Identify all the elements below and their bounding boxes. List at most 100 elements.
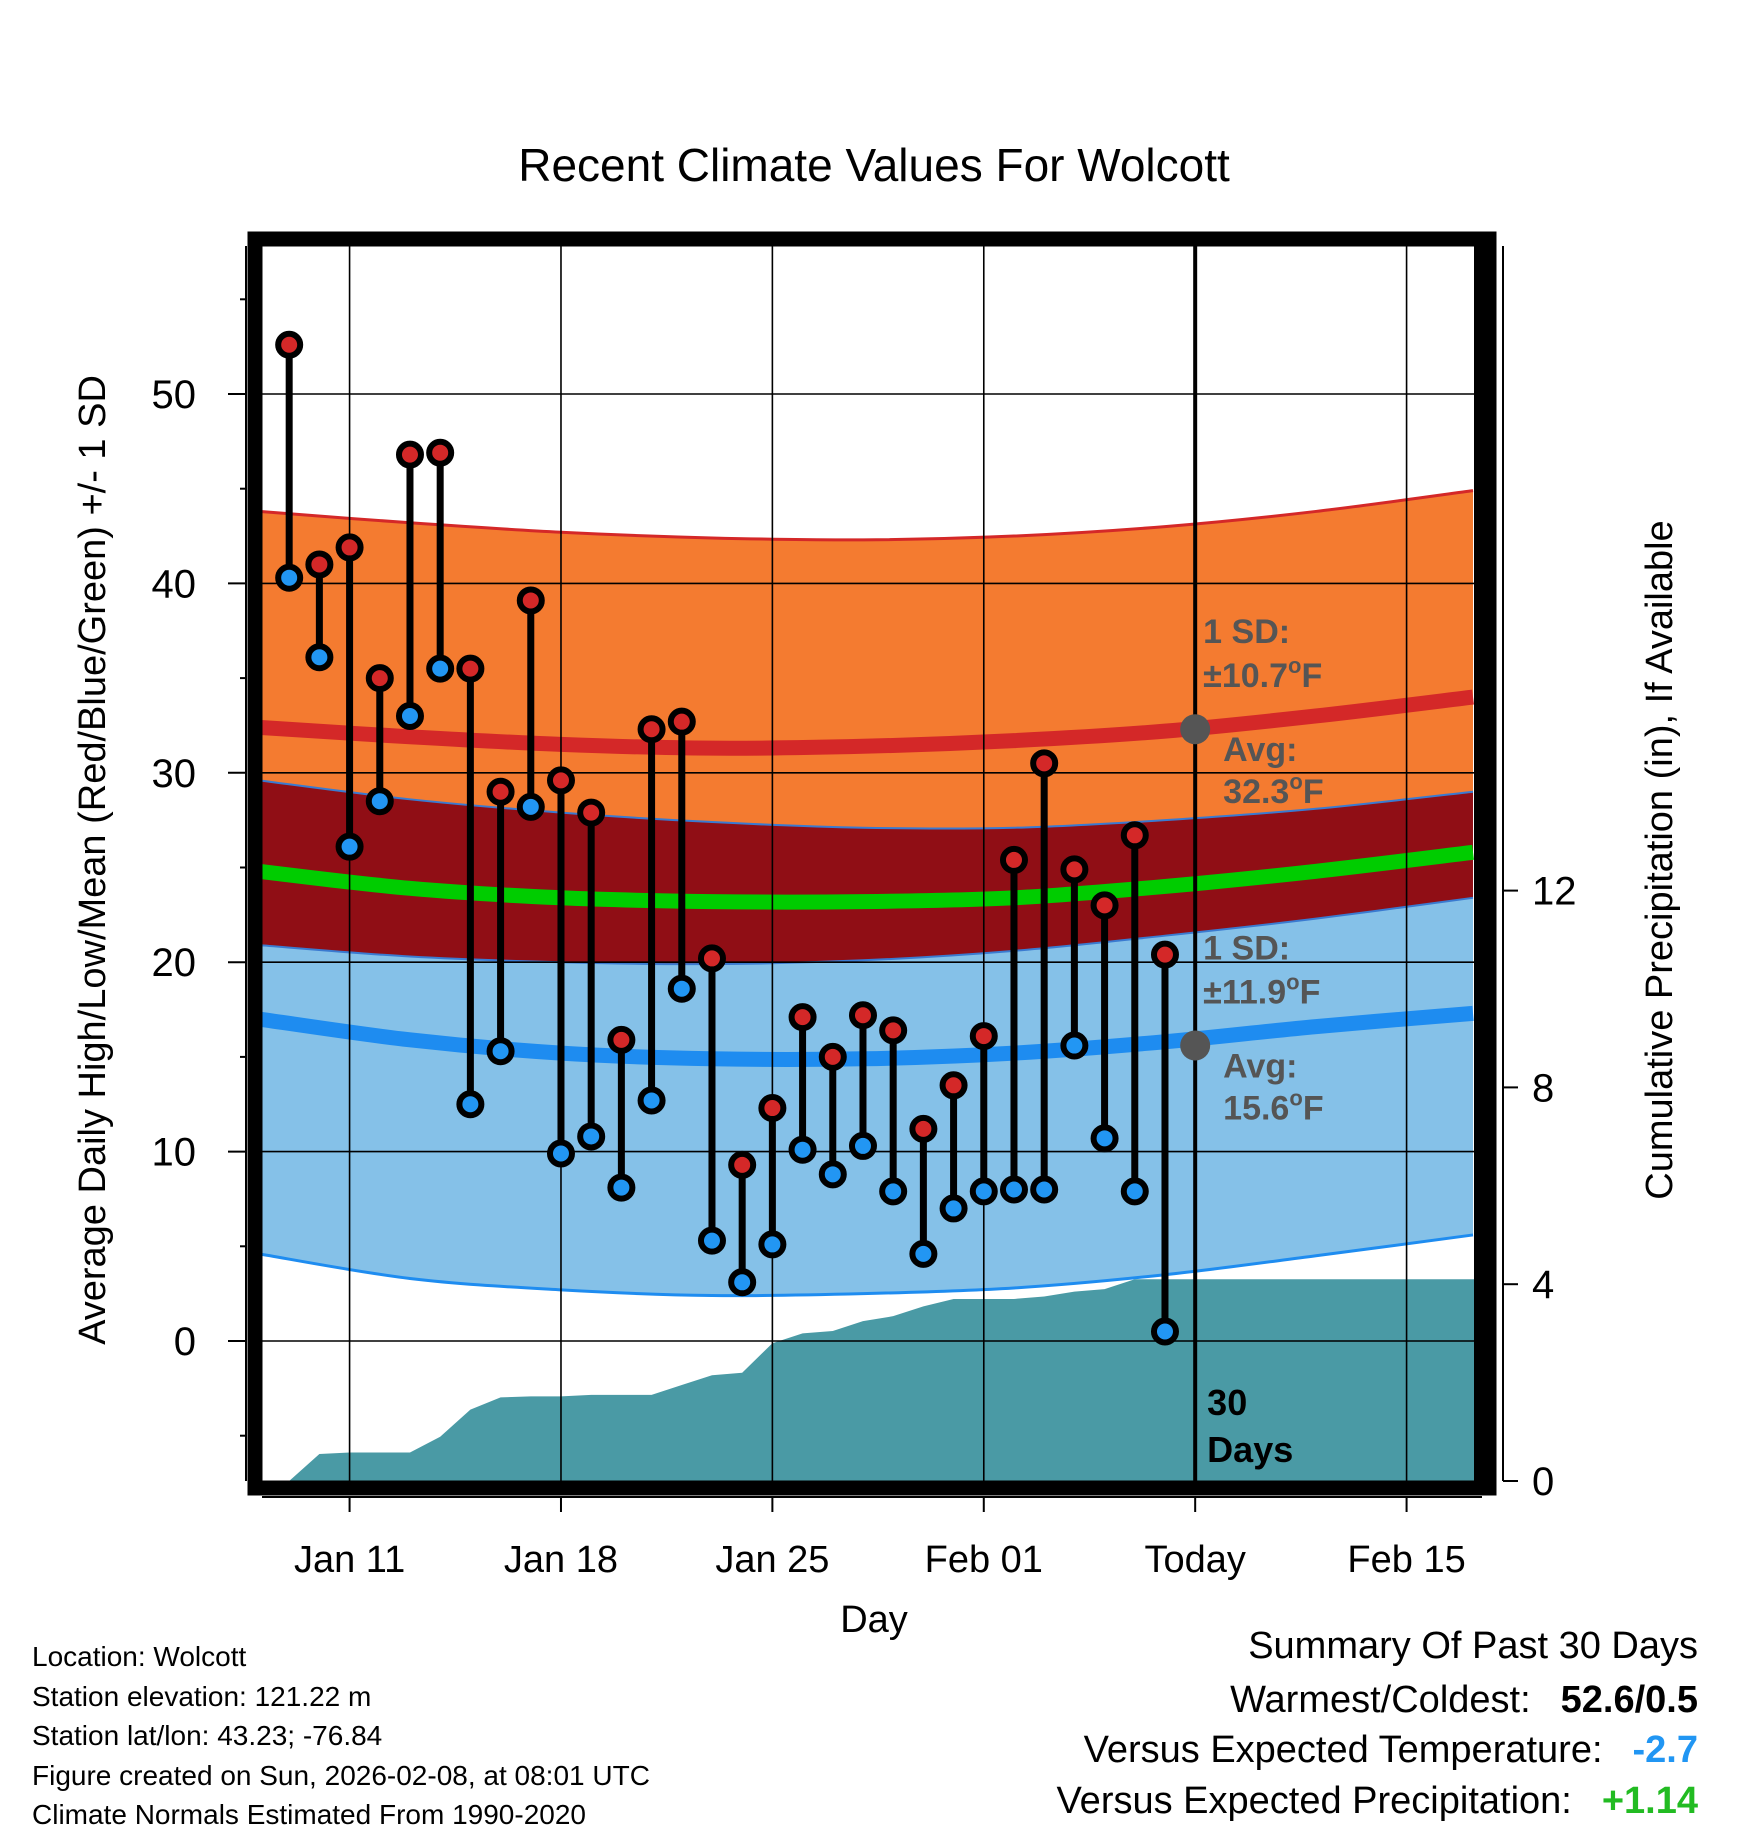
daily-high-point (305, 550, 334, 579)
daily-high-point (426, 438, 455, 467)
y-tick-label: 20 (152, 941, 197, 985)
temp-value: -2.7 (1632, 1729, 1698, 1771)
summary-temperature: Versus Expected Temperature: -2.7 (1084, 1731, 1698, 1769)
daily-low-point (426, 654, 455, 683)
daily-low-point (305, 643, 334, 672)
precip-value: +1.14 (1601, 1780, 1698, 1822)
normal-high-upper-line (258, 489, 1474, 542)
summary-heading: Summary Of Past 30 Days (1248, 1625, 1698, 1667)
y-tick-label: 50 (152, 373, 197, 417)
annotation-avg-label: Avg: (1223, 731, 1297, 769)
daily-high-point (788, 1003, 817, 1032)
daily-low-point (395, 701, 424, 730)
daily-low-point (1150, 1317, 1179, 1346)
daily-low-point (1060, 1031, 1089, 1060)
y-tick-label: 40 (152, 562, 197, 606)
annotation-avg-marker (1180, 714, 1211, 745)
daily-low-point (637, 1086, 666, 1115)
daily-high-point (848, 1001, 877, 1030)
normal-high-lower-line (258, 779, 1474, 830)
annotation-avg-value: 32.3oF (1223, 769, 1323, 811)
daily-high-point (456, 654, 485, 683)
info-latlon: Station lat/lon: 43.23; -76.84 (32, 1720, 383, 1751)
precip-label: Versus Expected Precipitation: (1056, 1780, 1572, 1822)
x-tick-label: Feb 01 (925, 1539, 1043, 1581)
daily-low-point (667, 974, 696, 1003)
daily-low-point (848, 1131, 877, 1160)
annotation-sd-value: ±11.9oF (1203, 970, 1320, 1012)
daily-low-point (788, 1135, 817, 1164)
y-tick-label: 0 (174, 1320, 196, 1364)
y2-tick-label: 0 (1532, 1460, 1554, 1504)
precipitation-area (262, 1279, 1482, 1481)
annotation-sd-label: 1 SD: (1203, 930, 1290, 968)
daily-high-point (607, 1025, 636, 1054)
daily-low-point (577, 1122, 606, 1151)
warm-cold-value: 52.6/0.5 (1560, 1679, 1698, 1721)
daily-low-point (456, 1090, 485, 1119)
today-days-label: Days (1207, 1429, 1293, 1470)
daily-low-point (728, 1268, 757, 1297)
x-tick-label: Feb 15 (1347, 1539, 1465, 1581)
daily-high-point (395, 440, 424, 469)
normal-low-lower-line (258, 1233, 1474, 1298)
normal-high-line (258, 689, 1474, 756)
daily-high-point (969, 1022, 998, 1051)
daily-high-point (758, 1094, 787, 1123)
warm-cold-label: Warmest/Coldest: (1230, 1679, 1531, 1721)
daily-high-point (1120, 821, 1149, 850)
normal-mean-line (258, 844, 1474, 910)
daily-low-point (818, 1160, 847, 1189)
daily-high-point (546, 766, 575, 795)
daily-low-point (758, 1230, 787, 1259)
daily-high-point (275, 330, 304, 359)
today-days-count: 30 (1207, 1382, 1247, 1423)
daily-high-point (667, 707, 696, 736)
daily-high-point (1060, 855, 1089, 884)
x-axis-label: Day (840, 1599, 908, 1641)
daily-high-point (999, 845, 1028, 874)
info-created: Figure created on Sun, 2026-02-08, at 08… (32, 1760, 650, 1791)
daily-high-point (818, 1042, 847, 1071)
annotation-avg-marker (1180, 1030, 1211, 1061)
daily-high-point (335, 533, 364, 562)
daily-high-point (486, 777, 515, 806)
temp-label: Versus Expected Temperature: (1083, 1729, 1603, 1771)
daily-low-point (1030, 1175, 1059, 1204)
annotation-avg-label: Avg: (1223, 1048, 1297, 1086)
daily-low-point (486, 1037, 515, 1066)
daily-low-point (697, 1226, 726, 1255)
daily-high-point (939, 1071, 968, 1100)
daily-high-point (577, 798, 606, 827)
daily-low-point (607, 1173, 636, 1202)
y2-tick-label: 12 (1532, 870, 1577, 914)
daily-high-point (365, 664, 394, 693)
daily-high-point (697, 944, 726, 973)
daily-high-point (909, 1114, 938, 1143)
daily-low-point (516, 792, 545, 821)
daily-low-point (969, 1177, 998, 1206)
annotation-avg-value: 15.6oF (1223, 1086, 1323, 1128)
daily-low-point (909, 1239, 938, 1268)
normal-low-upper-line (258, 896, 1474, 966)
daily-low-point (879, 1177, 908, 1206)
daily-high-point (1150, 940, 1179, 969)
daily-high-point (637, 715, 666, 744)
summary-precipitation: Versus Expected Precipitation: +1.14 (1056, 1782, 1698, 1820)
annotation-sd-label: 1 SD: (1203, 613, 1290, 651)
y-tick-label: 30 (152, 752, 197, 796)
daily-low-point (1120, 1177, 1149, 1206)
daily-low-point (1090, 1124, 1119, 1153)
daily-high-point (879, 1016, 908, 1045)
chart-title: Recent Climate Values For Wolcott (518, 139, 1230, 191)
daily-low-point (939, 1194, 968, 1223)
daily-low-point (546, 1139, 575, 1168)
daily-low-point (365, 787, 394, 816)
daily-high-point (728, 1150, 757, 1179)
x-tick-label: Today (1144, 1539, 1245, 1581)
y2-tick-label: 4 (1532, 1263, 1554, 1307)
info-location: Location: Wolcott (32, 1641, 247, 1672)
daily-low-point (335, 832, 364, 861)
